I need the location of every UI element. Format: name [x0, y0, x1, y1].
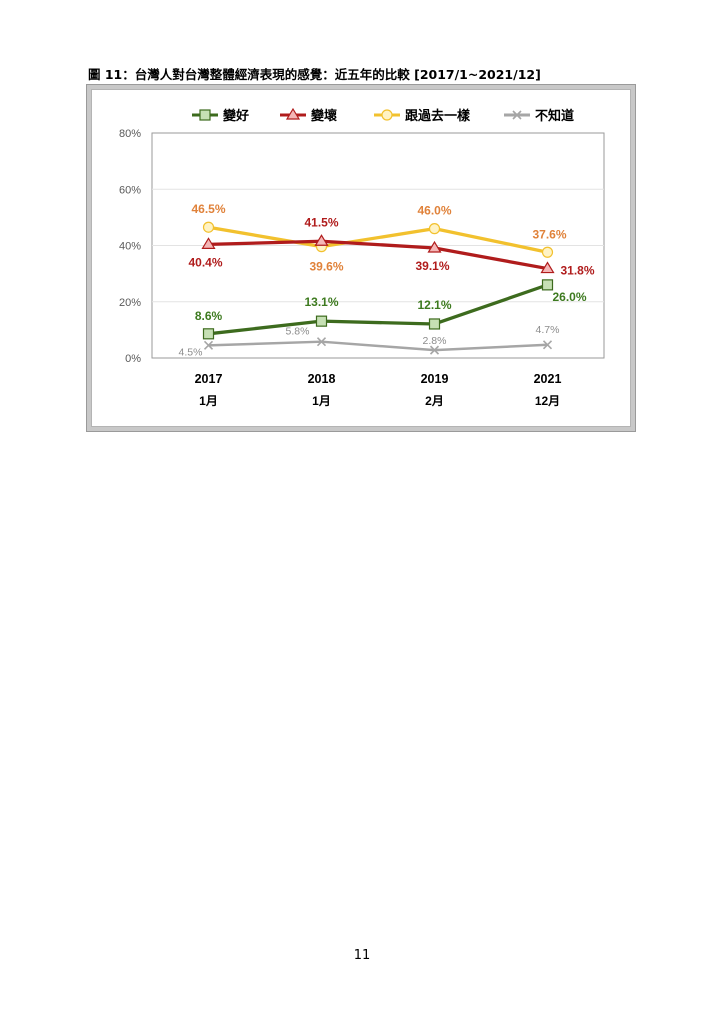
data-label: 46.5%: [191, 202, 225, 216]
data-label: 5.8%: [286, 326, 310, 338]
data-point: [540, 261, 555, 274]
data-point: [314, 234, 329, 246]
data-label: 31.8%: [560, 264, 594, 278]
data-label: 4.5%: [179, 346, 203, 358]
data-point: [427, 240, 442, 253]
legend-label: 跟過去一樣: [405, 108, 471, 123]
legend-marker: [285, 107, 301, 120]
legend-marker: [512, 110, 522, 120]
data-label: 40.4%: [188, 255, 222, 269]
data-point: [541, 279, 554, 291]
data-point: [541, 246, 554, 258]
data-label: 13.1%: [304, 295, 338, 309]
data-label: 41.5%: [304, 215, 338, 229]
x-tick-year: 2017: [195, 372, 223, 386]
data-point: [542, 340, 553, 350]
y-tick-label: 80%: [119, 128, 141, 140]
data-point: [203, 340, 214, 350]
line-chart: 0% 20% 40% 60% 80% 2017 1月 2018 1月 2019 2月 2021 12月 4…: [119, 107, 605, 408]
data-point: [315, 315, 328, 327]
data-label: 39.1%: [415, 259, 449, 273]
data-point: [202, 221, 215, 233]
series-line-0: [208, 283, 549, 336]
x-tick-month: 2月: [425, 394, 444, 408]
x-tick-year: 2018: [308, 372, 336, 386]
figure-title: 圖 11：台灣人對台灣整體經濟表現的感覺：近五年的比較 [2017/1~2021…: [88, 67, 541, 82]
series-line-1: [208, 239, 548, 271]
x-tick-year: 2019: [421, 372, 449, 386]
data-label: 2.8%: [423, 335, 447, 347]
data-label: 8.6%: [195, 309, 223, 323]
y-tick-label: 0%: [125, 353, 141, 365]
page-number: 11: [353, 948, 371, 963]
data-point: [202, 328, 215, 340]
series-line-3: [208, 340, 548, 352]
x-tick-month: 1月: [199, 394, 218, 408]
x-tick-month: 12月: [535, 394, 560, 408]
data-label: 39.6%: [309, 260, 343, 274]
chart-frame: 0% 20% 40% 60% 80% 2017 1月 2018 1月 2019 2月 2021 12月 4…: [86, 84, 636, 432]
x-tick-year: 2021: [534, 372, 562, 386]
data-point: [429, 345, 440, 355]
data-label: 4.7%: [536, 324, 560, 336]
data-label: 46.0%: [417, 204, 451, 218]
data-point: [428, 318, 441, 330]
y-tick-label: 20%: [119, 297, 141, 309]
legend-label: 變壞: [311, 108, 337, 123]
y-tick-label: 60%: [119, 184, 141, 196]
chart-area: 0% 20% 40% 60% 80% 2017 1月 2018 1月 2019 2月 2021 12月 4…: [91, 89, 631, 427]
series-line-2: [208, 225, 548, 254]
data-point: [201, 237, 216, 249]
data-label: 12.1%: [417, 298, 451, 312]
data-label: 37.6%: [532, 227, 566, 241]
legend-marker: [381, 109, 393, 121]
y-tick-label: 40%: [119, 241, 141, 253]
x-tick-month: 1月: [312, 394, 331, 408]
data-point: [428, 223, 441, 235]
legend-marker: [199, 109, 211, 121]
data-point: [316, 337, 327, 347]
data-label: 26.0%: [552, 290, 586, 304]
legend-label: 變好: [223, 108, 249, 123]
legend-label: 不知道: [535, 108, 574, 123]
